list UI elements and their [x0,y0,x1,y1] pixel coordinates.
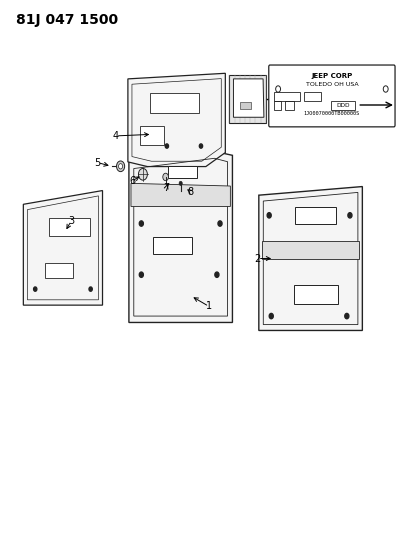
Bar [168,166,197,179]
Bar [150,93,198,114]
Circle shape [118,164,122,169]
Text: 81J 047 1500: 81J 047 1500 [16,13,118,27]
Bar [285,101,294,110]
Circle shape [34,287,37,291]
Polygon shape [261,241,358,259]
Circle shape [162,173,168,181]
Circle shape [266,213,271,218]
Bar [239,102,250,109]
Circle shape [214,272,218,277]
Text: 5: 5 [94,158,100,167]
Text: 4: 4 [112,131,119,141]
Circle shape [269,313,273,319]
Text: TOLEDO OH USA: TOLEDO OH USA [305,82,357,86]
Bar [273,101,281,110]
Bar [273,92,300,101]
Circle shape [179,181,182,185]
Bar [45,263,72,278]
Bar [304,92,320,101]
Text: 7: 7 [163,183,169,192]
Circle shape [89,287,92,291]
Circle shape [217,221,222,226]
Circle shape [138,168,147,180]
Bar [330,101,354,110]
Circle shape [199,144,202,148]
Circle shape [116,161,124,172]
Bar [49,218,90,237]
FancyBboxPatch shape [268,65,394,127]
Circle shape [139,221,143,226]
Polygon shape [258,187,362,330]
Text: 2: 2 [254,254,260,263]
Circle shape [139,272,143,277]
Bar [294,207,336,224]
Text: 3: 3 [68,216,74,226]
Text: JEEP CORP: JEEP CORP [311,73,352,79]
Bar [152,237,192,254]
Text: 6: 6 [128,176,135,186]
Polygon shape [131,183,230,206]
Polygon shape [23,190,102,305]
Bar [293,285,337,304]
Polygon shape [129,152,232,322]
Bar [140,126,164,145]
Bar [229,75,265,123]
Circle shape [344,313,348,319]
Text: DDD: DDD [335,102,349,108]
Text: 1: 1 [205,302,212,311]
Text: 1JO0070000TB00000S: 1JO0070000TB00000S [303,111,359,116]
Circle shape [165,144,168,148]
Polygon shape [128,73,225,166]
Polygon shape [233,79,263,117]
Circle shape [347,213,351,218]
Text: 8: 8 [187,187,194,197]
